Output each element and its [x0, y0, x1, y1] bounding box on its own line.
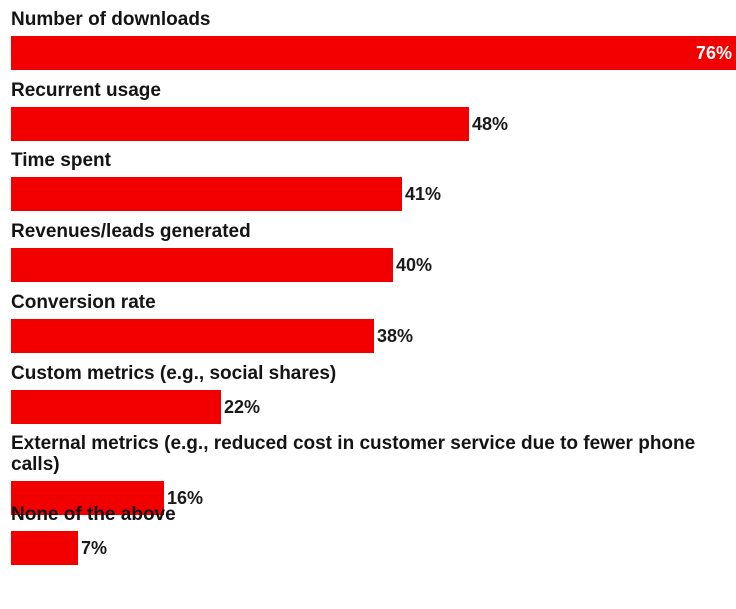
category-label: Recurrent usage	[11, 80, 161, 101]
category-label: Time spent	[11, 150, 111, 171]
value-label: 48%	[472, 114, 509, 134]
bar	[11, 107, 469, 141]
bar	[11, 319, 374, 353]
bar	[11, 481, 164, 515]
category-label: External metrics (e.g., reduced cost in …	[11, 433, 696, 475]
bar	[11, 390, 221, 424]
category-label: Number of downloads	[11, 9, 211, 30]
value-label: 41%	[405, 184, 442, 204]
value-label: 40%	[396, 255, 433, 275]
value-label: 16%	[167, 488, 204, 508]
category-label: Custom metrics (e.g., social shares)	[11, 363, 337, 384]
bar	[11, 36, 736, 70]
category-label: Conversion rate	[11, 292, 156, 313]
bar	[11, 531, 78, 565]
value-label: 22%	[224, 397, 261, 417]
bar	[11, 248, 393, 282]
category-label: Revenues/leads generated	[11, 221, 251, 242]
value-label: 76%	[696, 43, 733, 63]
category-label: None of the above	[11, 504, 176, 525]
value-label: 38%	[377, 326, 414, 346]
bar	[11, 177, 402, 211]
value-label: 7%	[81, 538, 108, 558]
